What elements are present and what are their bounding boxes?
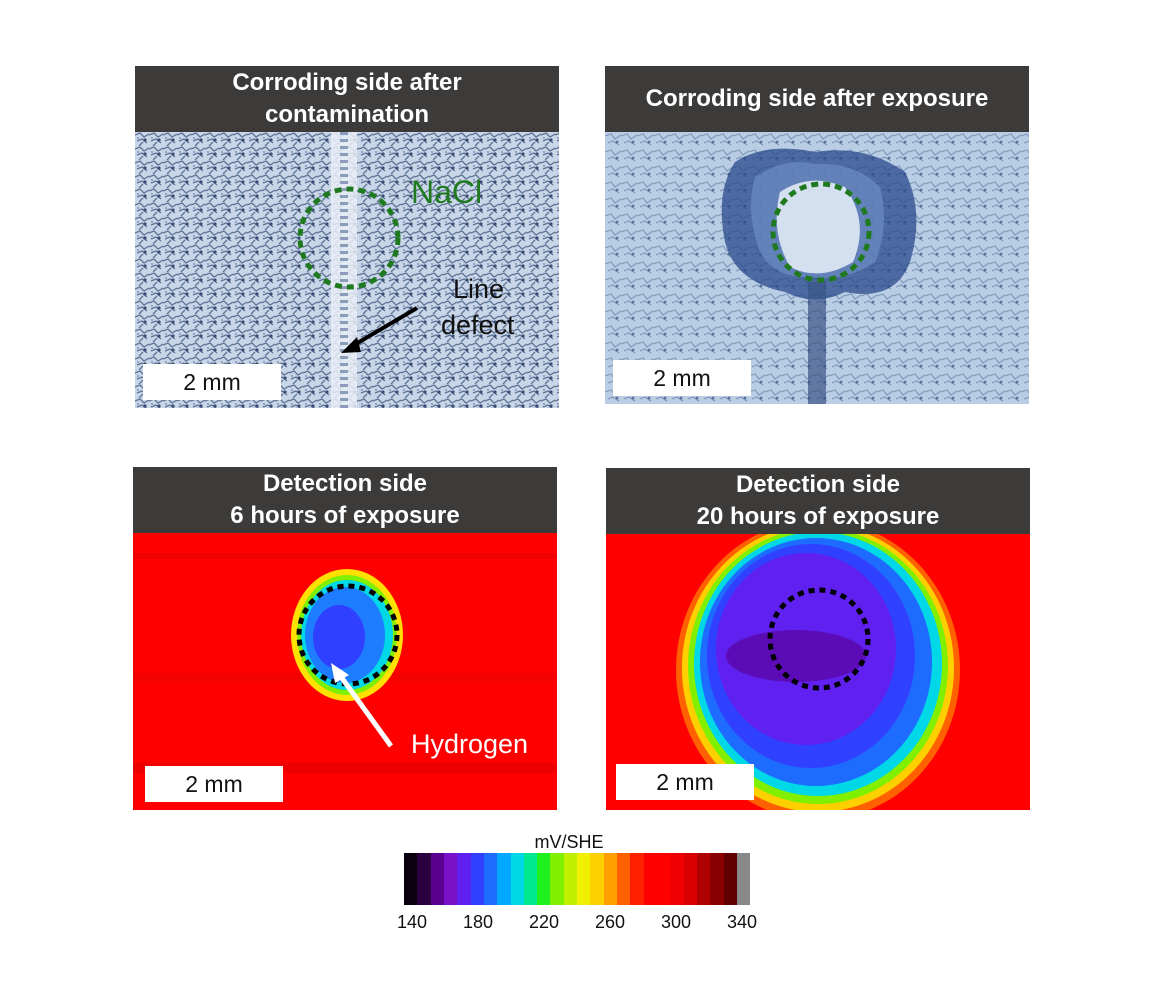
colorbar-swatch	[563, 853, 578, 905]
panel-title: Corroding side after contamination	[135, 66, 559, 132]
potential-map-20h	[606, 534, 1030, 810]
colorbar-swatch	[590, 853, 604, 905]
corroding-surface-image	[135, 132, 559, 408]
potential-map-6h	[133, 533, 557, 810]
colorbar-tick-label: 140	[396, 912, 428, 932]
colorbar-unit: mV/SHE	[534, 832, 604, 852]
line-defect-label-2: defect	[441, 310, 515, 340]
scale-bar: 2 mm	[145, 766, 283, 802]
panel-title-line: Detection side	[262, 470, 428, 497]
colorbar-swatch	[710, 853, 724, 905]
colorbar-swatch	[483, 853, 498, 905]
panel-detection-6h: Detection side 6 hours of exposure Hydro…	[133, 467, 557, 810]
panel-title: Detection side 20 hours of exposure	[606, 468, 1030, 534]
corroded-surface-image	[605, 132, 1029, 404]
nacl-label: NaCl	[411, 174, 483, 210]
colorbar-swatch	[497, 853, 511, 905]
nacl-circle	[770, 181, 872, 283]
colorbar-swatch	[537, 853, 551, 905]
panel-title-line: Corroding side after exposure	[645, 85, 989, 112]
scale-bar: 2 mm	[613, 360, 751, 396]
colorbar-swatch	[404, 853, 418, 905]
colorbar-tick-label: 220	[528, 912, 560, 932]
colorbar-swatch	[510, 853, 524, 905]
scale-bar: 2 mm	[143, 364, 281, 400]
colorbar-swatch	[736, 853, 751, 905]
colorbar-swatch	[417, 853, 431, 905]
panel-title-line: 20 hours of exposure	[696, 503, 940, 530]
panel-detection-20h: Detection side 20 hours of exposure 2 mm	[606, 468, 1030, 810]
colorbar-swatch	[443, 853, 458, 905]
colorbar-swatch	[550, 853, 564, 905]
colorbar-tick-label: 300	[660, 912, 692, 932]
colorbar: mV/SHE 140 180 220 260 300 340	[396, 826, 758, 946]
colorbar-swatch	[577, 853, 591, 905]
colorbar-swatch	[617, 853, 631, 905]
colorbar-swatch	[643, 853, 657, 905]
colorbar-gradient	[404, 853, 751, 905]
colorbar-swatch	[656, 853, 671, 905]
colorbar-swatch	[696, 853, 711, 905]
colorbar-swatch	[470, 853, 484, 905]
panel-corroding-after-contamination: Corroding side after contamination NaCl …	[135, 66, 559, 408]
colorbar-tick-label: 180	[462, 912, 494, 932]
panel-title: Corroding side after exposure	[605, 66, 1029, 132]
nacl-circle	[297, 186, 401, 290]
colorbar-tick-label: 260	[594, 912, 626, 932]
panel-title-line: contamination	[264, 101, 429, 128]
colorbar-swatch	[523, 853, 538, 905]
colorbar-swatch	[457, 853, 471, 905]
panel-title-line: Corroding side after	[232, 69, 462, 96]
defect-circle	[296, 583, 400, 687]
colorbar-swatch	[630, 853, 644, 905]
panel-title: Detection side 6 hours of exposure	[133, 467, 557, 533]
colorbar-swatch	[683, 853, 697, 905]
colorbar-swatch	[603, 853, 617, 905]
panel-title-line: Detection side	[735, 471, 901, 498]
panel-corroding-after-exposure: Corroding side after exposure 2 mm	[605, 66, 1029, 404]
line-defect-label-1: Line	[453, 274, 505, 304]
defect-circle	[767, 587, 871, 691]
hydrogen-label: Hydrogen	[411, 729, 529, 759]
colorbar-swatch	[430, 853, 444, 905]
colorbar-tick-label: 340	[726, 912, 758, 932]
panel-title-line: 6 hours of exposure	[230, 502, 460, 529]
colorbar-swatch	[670, 853, 684, 905]
scale-bar: 2 mm	[616, 764, 754, 800]
colorbar-swatch	[723, 853, 737, 905]
